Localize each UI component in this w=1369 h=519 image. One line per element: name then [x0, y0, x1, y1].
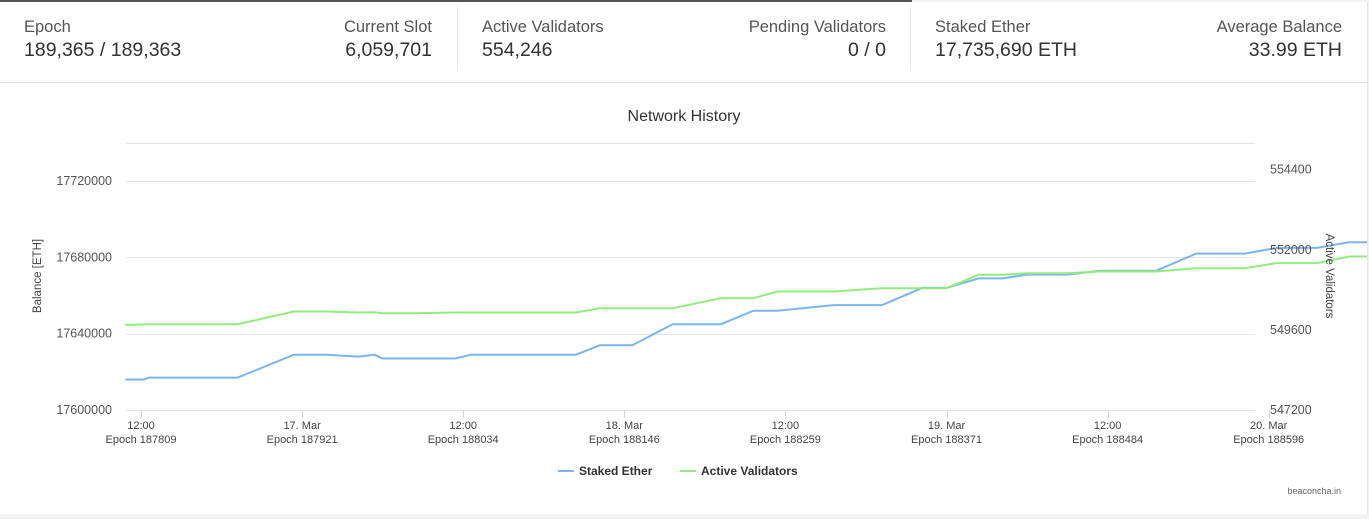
x-tick-label: 17. Mar — [283, 420, 321, 432]
x-tick-label: 12:00 — [449, 420, 477, 432]
stat-active-validators: Active Validators 554,246 — [482, 17, 604, 63]
stat-average-balance-label: Average Balance — [1216, 18, 1342, 36]
x-tick-epoch-label: Epoch 188484 — [1072, 434, 1143, 446]
stat-current-slot-label: Current Slot — [343, 18, 432, 36]
y-right-tick-label: 547200 — [1270, 403, 1312, 417]
y-right-tick-label: 552000 — [1270, 243, 1312, 257]
legend-staked-ether-label: Staked Ether — [579, 464, 653, 478]
top-progress-line — [0, 0, 1369, 2]
x-tick-label: 18. Mar — [606, 420, 644, 432]
stat-staked-ether-label: Staked Ether — [935, 18, 1031, 36]
stats-group-epoch-slot: Epoch 189,365 / 189,363 Current Slot 6,0… — [0, 7, 456, 71]
axis-labels: 17600000 17640000 17680000 17720000 547200 54… — [32, 163, 1335, 446]
x-tick-epoch-label: Epoch 188146 — [589, 434, 660, 446]
stat-active-validators-label: Active Validators — [482, 18, 604, 36]
stat-average-balance-value: 33.99 ETH — [1248, 39, 1342, 61]
credit-link[interactable]: beaconcha.in — [1287, 486, 1341, 496]
network-history-panel: Network History 17600000 17640000 17680000… — [0, 83, 1369, 514]
legend-active-validators[interactable]: Active Validators — [680, 464, 798, 478]
active-validators-line[interactable] — [125, 200, 1369, 326]
stat-epoch: Epoch 189,365 / 189,363 — [24, 17, 181, 63]
series-lines[interactable] — [125, 151, 1369, 381]
grid-lines — [126, 143, 1255, 411]
x-tick-epoch-label: Epoch 188259 — [750, 434, 821, 446]
staked-ether-line[interactable] — [125, 151, 1369, 381]
x-tick-label: 19. Mar — [928, 420, 966, 432]
stat-epoch-label: Epoch — [24, 18, 71, 36]
stat-epoch-value: 189,365 / 189,363 — [24, 39, 182, 61]
stat-pending-validators: Pending Validators 0 / 0 — [749, 17, 886, 63]
x-tick-label: 20. Mar — [1250, 420, 1288, 432]
stat-staked-ether-value: 17,735,690 ETH — [935, 39, 1078, 61]
x-tick-label: 12:00 — [127, 420, 155, 432]
y-right-tick-label: 549600 — [1270, 323, 1312, 337]
network-stats-bar: Epoch 189,365 / 189,363 Current Slot 6,0… — [0, 2, 1368, 83]
y-left-tick-label: 17600000 — [56, 403, 112, 417]
y-left-axis-title: Balance [ETH] — [32, 239, 44, 313]
x-tick-epoch-label: Epoch 187809 — [106, 434, 177, 446]
stat-staked-ether: Staked Ether 17,735,690 ETH — [935, 17, 1077, 63]
stat-pending-validators-value: 0 / 0 — [848, 39, 886, 61]
stats-group-ether: Staked Ether 17,735,690 ETH Average Bala… — [910, 7, 1366, 71]
x-tick-epoch-label: Epoch 187921 — [267, 434, 338, 446]
stat-current-slot: Current Slot 6,059,701 — [344, 17, 432, 63]
stat-pending-validators-label: Pending Validators — [748, 18, 886, 36]
top-progress-line-segment — [0, 0, 912, 2]
x-tick-epoch-label: Epoch 188034 — [428, 434, 499, 446]
y-left-tick-label: 17680000 — [56, 250, 112, 264]
chart-legend[interactable]: Staked Ether Active Validators — [558, 464, 798, 478]
network-history-chart: Network History 17600000 17640000 17680000… — [32, 108, 1369, 478]
x-tick-label: 12:00 — [1094, 420, 1122, 432]
x-tick-epoch-label: Epoch 188371 — [911, 434, 982, 446]
legend-active-validators-label: Active Validators — [701, 464, 798, 478]
stat-average-balance: Average Balance 33.99 ETH — [1217, 17, 1342, 63]
stat-active-validators-value: 554,246 — [482, 39, 553, 61]
y-right-axis-title: Active Validators — [1323, 234, 1335, 319]
stats-group-validators: Active Validators 554,246 Pending Valida… — [457, 7, 910, 71]
x-tick-epoch-label: Epoch 188596 — [1233, 434, 1304, 446]
y-left-tick-label: 17640000 — [56, 327, 112, 341]
x-tick-label: 12:00 — [772, 420, 800, 432]
legend-staked-ether[interactable]: Staked Ether — [558, 464, 653, 478]
y-right-tick-label: 554400 — [1270, 163, 1312, 177]
stat-current-slot-value: 6,059,701 — [345, 39, 432, 61]
y-left-tick-label: 17720000 — [56, 174, 112, 188]
chart-title: Network History — [628, 108, 741, 125]
